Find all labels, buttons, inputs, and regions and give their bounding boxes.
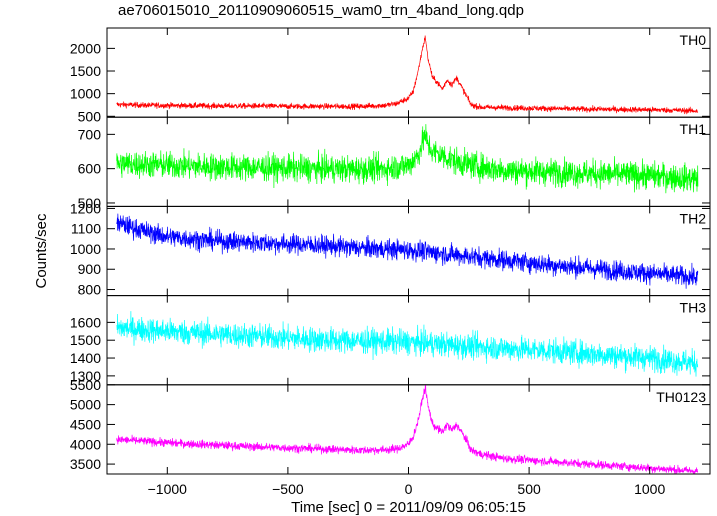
panel-frame: [106, 27, 711, 118]
x-tick-label: 500: [517, 481, 541, 497]
y-tick-label: 900: [78, 261, 102, 277]
panel-th0: 500 1000 1500 2000 TH0: [70, 27, 711, 124]
x-tick-label: 0: [405, 481, 413, 497]
x-tick-label: 1000: [634, 481, 665, 497]
panel-th2: 800 900 1000 1100 1200 TH2: [70, 200, 711, 298]
panel-th1: 500 600 700 TH1: [78, 116, 711, 211]
y-tick-label: 700: [78, 126, 102, 142]
y-tick-label: 500: [78, 195, 102, 211]
series-line-th0123: [116, 384, 699, 474]
series-label: TH1: [680, 121, 707, 137]
y-tick-label: 5000: [70, 397, 101, 413]
panel-th3: 1300 1400 1500 1600 TH3: [70, 295, 711, 386]
chart-title: ae706015010_20110909060515_wam0_trn_4ban…: [118, 2, 524, 19]
y-tick-label: 1100: [71, 221, 101, 237]
series-label: TH0123: [656, 389, 706, 405]
panel-frame: [106, 384, 711, 475]
series-line-th3: [116, 311, 699, 377]
y-tick-label: 3500: [70, 456, 101, 472]
y-tick-label: 5500: [70, 377, 101, 393]
y-tick-label: 1200: [70, 200, 101, 216]
y-tick-label: 1600: [70, 314, 101, 330]
y-tick-label: 2000: [70, 40, 101, 56]
y-tick-label: 4000: [70, 436, 101, 452]
x-tick-label: −1000: [148, 481, 188, 497]
y-tick-label: 800: [78, 282, 102, 298]
series-label: TH2: [680, 210, 707, 226]
y-tick-label: 1500: [70, 63, 101, 79]
y-tick-label: 4500: [70, 416, 101, 432]
series-line-th1: [116, 124, 699, 194]
y-tick-label: 500: [78, 108, 102, 124]
y-tick-label: 1000: [70, 86, 101, 102]
series-label: TH0: [680, 32, 707, 48]
panel-th0123: 3500 4000 4500 5000 5500 TH0123: [70, 377, 711, 475]
y-tick-label: 600: [78, 161, 102, 177]
series-line-th0: [116, 35, 699, 115]
series-label: TH3: [680, 300, 707, 316]
y-tick-label: 1500: [70, 332, 101, 348]
series-line-th2: [116, 213, 699, 289]
y-tick-label: 1300: [70, 368, 101, 384]
y-tick-label: 1000: [70, 241, 101, 257]
x-axis-label: Time [sec] 0 = 2011/09/09 06:05:15: [291, 499, 526, 516]
x-tick-label: −500: [272, 481, 304, 497]
y-axis-label: Counts/sec: [33, 213, 50, 289]
y-tick-label: 1400: [70, 350, 101, 366]
